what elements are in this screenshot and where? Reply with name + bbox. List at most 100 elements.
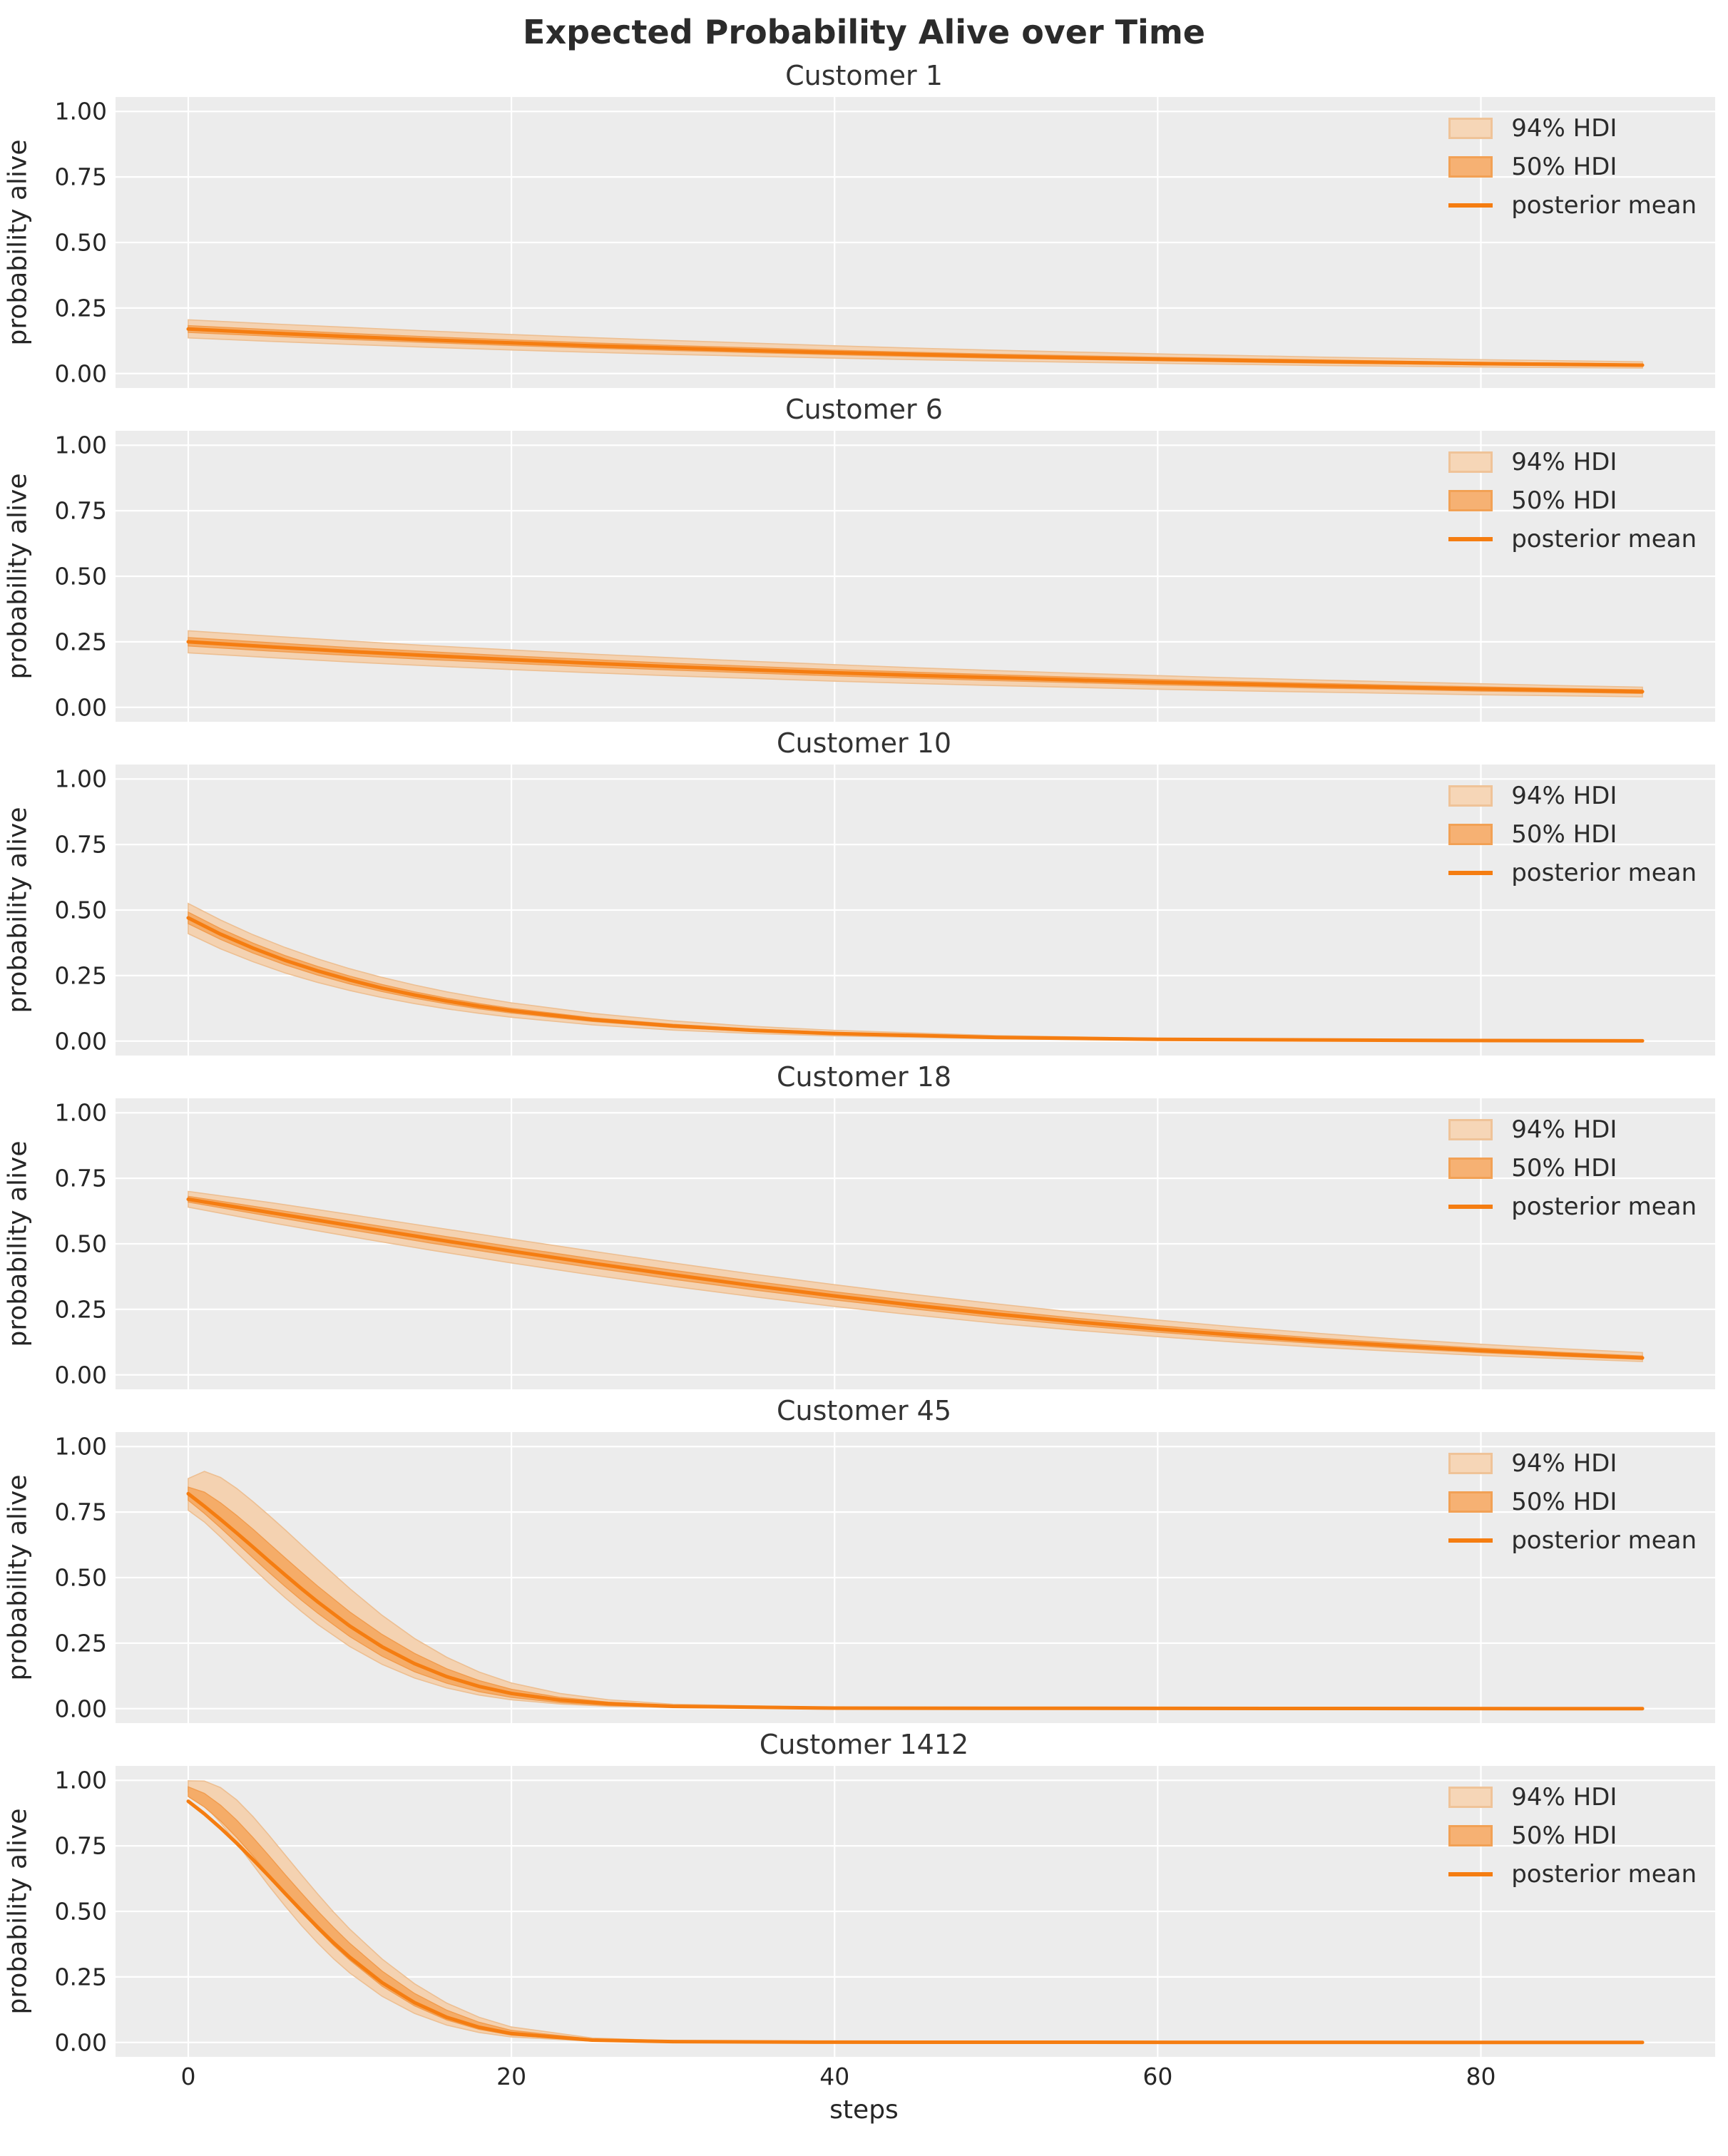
subplot: Customer 1 probability alive 1.00 0.75 0.50 0… — [0, 54, 1728, 388]
legend-item: 94% HDI — [1448, 1783, 1697, 1812]
posterior-mean-swatch-icon — [1448, 537, 1493, 541]
y-tick-label: 0.25 — [54, 961, 107, 990]
legend-item: 50% HDI — [1448, 486, 1697, 515]
legend-item: 94% HDI — [1448, 782, 1697, 810]
hdi-94-band — [188, 630, 1642, 697]
posterior-mean-swatch-icon — [1448, 203, 1493, 208]
y-axis-label: probability alive — [3, 807, 33, 1013]
hdi-94-band — [188, 1471, 1642, 1709]
legend-label: 94% HDI — [1511, 114, 1617, 143]
plot-area: 94% HDI 50% HDI posterior mean — [116, 765, 1715, 1056]
posterior-mean-line — [188, 1802, 1642, 2043]
legend-item: 50% HDI — [1448, 1822, 1697, 1850]
y-axis-label: probability alive — [3, 139, 33, 346]
legend: 94% HDI 50% HDI posterior mean — [1448, 114, 1697, 220]
legend-item: posterior mean — [1448, 1526, 1697, 1555]
subplot-title: Customer 10 — [776, 727, 951, 759]
legend-item: 94% HDI — [1448, 114, 1697, 143]
plot-area: 94% HDI 50% HDI posterior mean — [116, 97, 1715, 388]
y-tick-label: 0.00 — [54, 2028, 107, 2057]
legend-item: 94% HDI — [1448, 448, 1697, 476]
legend-item: 50% HDI — [1448, 153, 1697, 181]
posterior-mean-line — [188, 1200, 1642, 1358]
x-tick-label: 0 — [180, 2063, 196, 2090]
hdi-50-band — [188, 912, 1642, 1041]
y-axis-label: probability alive — [3, 473, 33, 680]
legend-item: 94% HDI — [1448, 1115, 1697, 1144]
legend-label: posterior mean — [1511, 191, 1697, 220]
posterior-mean-line — [188, 642, 1642, 692]
y-tick-label: 0.75 — [54, 496, 107, 525]
hdi-band-swatch-icon — [1448, 118, 1493, 139]
plot-area: 94% HDI 50% HDI posterior mean — [116, 431, 1715, 722]
y-tick-label: 0.50 — [54, 228, 107, 257]
posterior-mean-swatch-icon — [1448, 1205, 1493, 1209]
plot-area: 94% HDI 50% HDI posterior mean — [116, 1098, 1715, 1389]
subplot-title: Customer 6 — [785, 394, 943, 425]
y-tick-label: 1.00 — [54, 97, 107, 126]
hdi-band-swatch-icon — [1448, 1453, 1493, 1474]
legend-item: 50% HDI — [1448, 1154, 1697, 1182]
legend-label: 50% HDI — [1511, 486, 1617, 515]
y-tick-label: 0.50 — [54, 562, 107, 591]
legend-item: posterior mean — [1448, 1192, 1697, 1221]
hdi-94-band — [188, 1191, 1642, 1361]
legend-item: posterior mean — [1448, 1860, 1697, 1889]
legend-label: 50% HDI — [1511, 1822, 1617, 1850]
legend-item: posterior mean — [1448, 525, 1697, 553]
legend-label: posterior mean — [1511, 1192, 1697, 1221]
hdi-50-band — [188, 1196, 1642, 1359]
hdi-band-swatch-icon — [1448, 1825, 1493, 1846]
y-tick-label: 0.25 — [54, 1295, 107, 1324]
legend-label: 94% HDI — [1511, 782, 1617, 810]
y-tick-label: 0.00 — [54, 1695, 107, 1723]
plot-area: 94% HDI 50% HDI posterior mean — [116, 1432, 1715, 1723]
legend: 94% HDI 50% HDI posterior mean — [1448, 1115, 1697, 1221]
subplot: Customer 1412 probability alive 1.00 0.75 0.… — [0, 1723, 1728, 2057]
subplot-container: Customer 1 probability alive 1.00 0.75 0.50 0… — [0, 54, 1728, 2057]
subplot: Customer 6 probability alive 1.00 0.75 0.50 0… — [0, 388, 1728, 722]
posterior-mean-swatch-icon — [1448, 871, 1493, 875]
subplot: Customer 18 probability alive 1.00 0.75 0.50… — [0, 1056, 1728, 1389]
hdi-94-band — [188, 904, 1642, 1041]
hdi-band-swatch-icon — [1448, 1787, 1493, 1808]
hdi-band-swatch-icon — [1448, 785, 1493, 807]
subplot-title: Customer 18 — [776, 1061, 951, 1093]
legend-item: 50% HDI — [1448, 820, 1697, 849]
posterior-mean-line — [188, 1493, 1642, 1708]
plot-area: 94% HDI 50% HDI posterior mean — [116, 1766, 1715, 2057]
posterior-mean-line — [188, 329, 1642, 365]
hdi-band-swatch-icon — [1448, 156, 1493, 178]
legend-label: 94% HDI — [1511, 1449, 1617, 1478]
x-tick-label: 20 — [496, 2063, 527, 2090]
hdi-band-swatch-icon — [1448, 1491, 1493, 1513]
legend: 94% HDI 50% HDI posterior mean — [1448, 1449, 1697, 1555]
y-axis-label: probability alive — [3, 1808, 33, 2015]
posterior-mean-line — [188, 918, 1642, 1041]
y-tick-label: 0.50 — [54, 1897, 107, 1926]
subplot-title: Customer 1412 — [759, 1729, 969, 1760]
y-axis-label: probability alive — [3, 1140, 33, 1347]
x-axis-ticks: 0 20 40 60 80 — [116, 2057, 1715, 2094]
y-tick-label: 0.50 — [54, 1563, 107, 1592]
y-tick-label: 0.00 — [54, 359, 107, 388]
legend-label: 94% HDI — [1511, 1783, 1617, 1812]
y-tick-label: 0.00 — [54, 693, 107, 722]
y-tick-label: 0.00 — [54, 1361, 107, 1389]
legend-label: posterior mean — [1511, 1526, 1697, 1555]
y-tick-label: 1.00 — [54, 765, 107, 793]
legend-label: 94% HDI — [1511, 448, 1617, 476]
y-tick-label: 0.25 — [54, 294, 107, 322]
y-tick-label: 0.75 — [54, 1831, 107, 1860]
y-tick-label: 0.75 — [54, 163, 107, 191]
y-tick-label: 0.00 — [54, 1027, 107, 1056]
legend-item: posterior mean — [1448, 191, 1697, 220]
posterior-mean-swatch-icon — [1448, 1872, 1493, 1876]
legend-item: 50% HDI — [1448, 1488, 1697, 1516]
y-tick-label: 0.50 — [54, 1230, 107, 1258]
legend-label: 50% HDI — [1511, 820, 1617, 849]
x-axis-label: steps — [829, 2095, 899, 2125]
x-tick-label: 40 — [819, 2063, 850, 2090]
x-tick-label: 60 — [1142, 2063, 1173, 2090]
subplot-title: Customer 45 — [776, 1395, 951, 1426]
